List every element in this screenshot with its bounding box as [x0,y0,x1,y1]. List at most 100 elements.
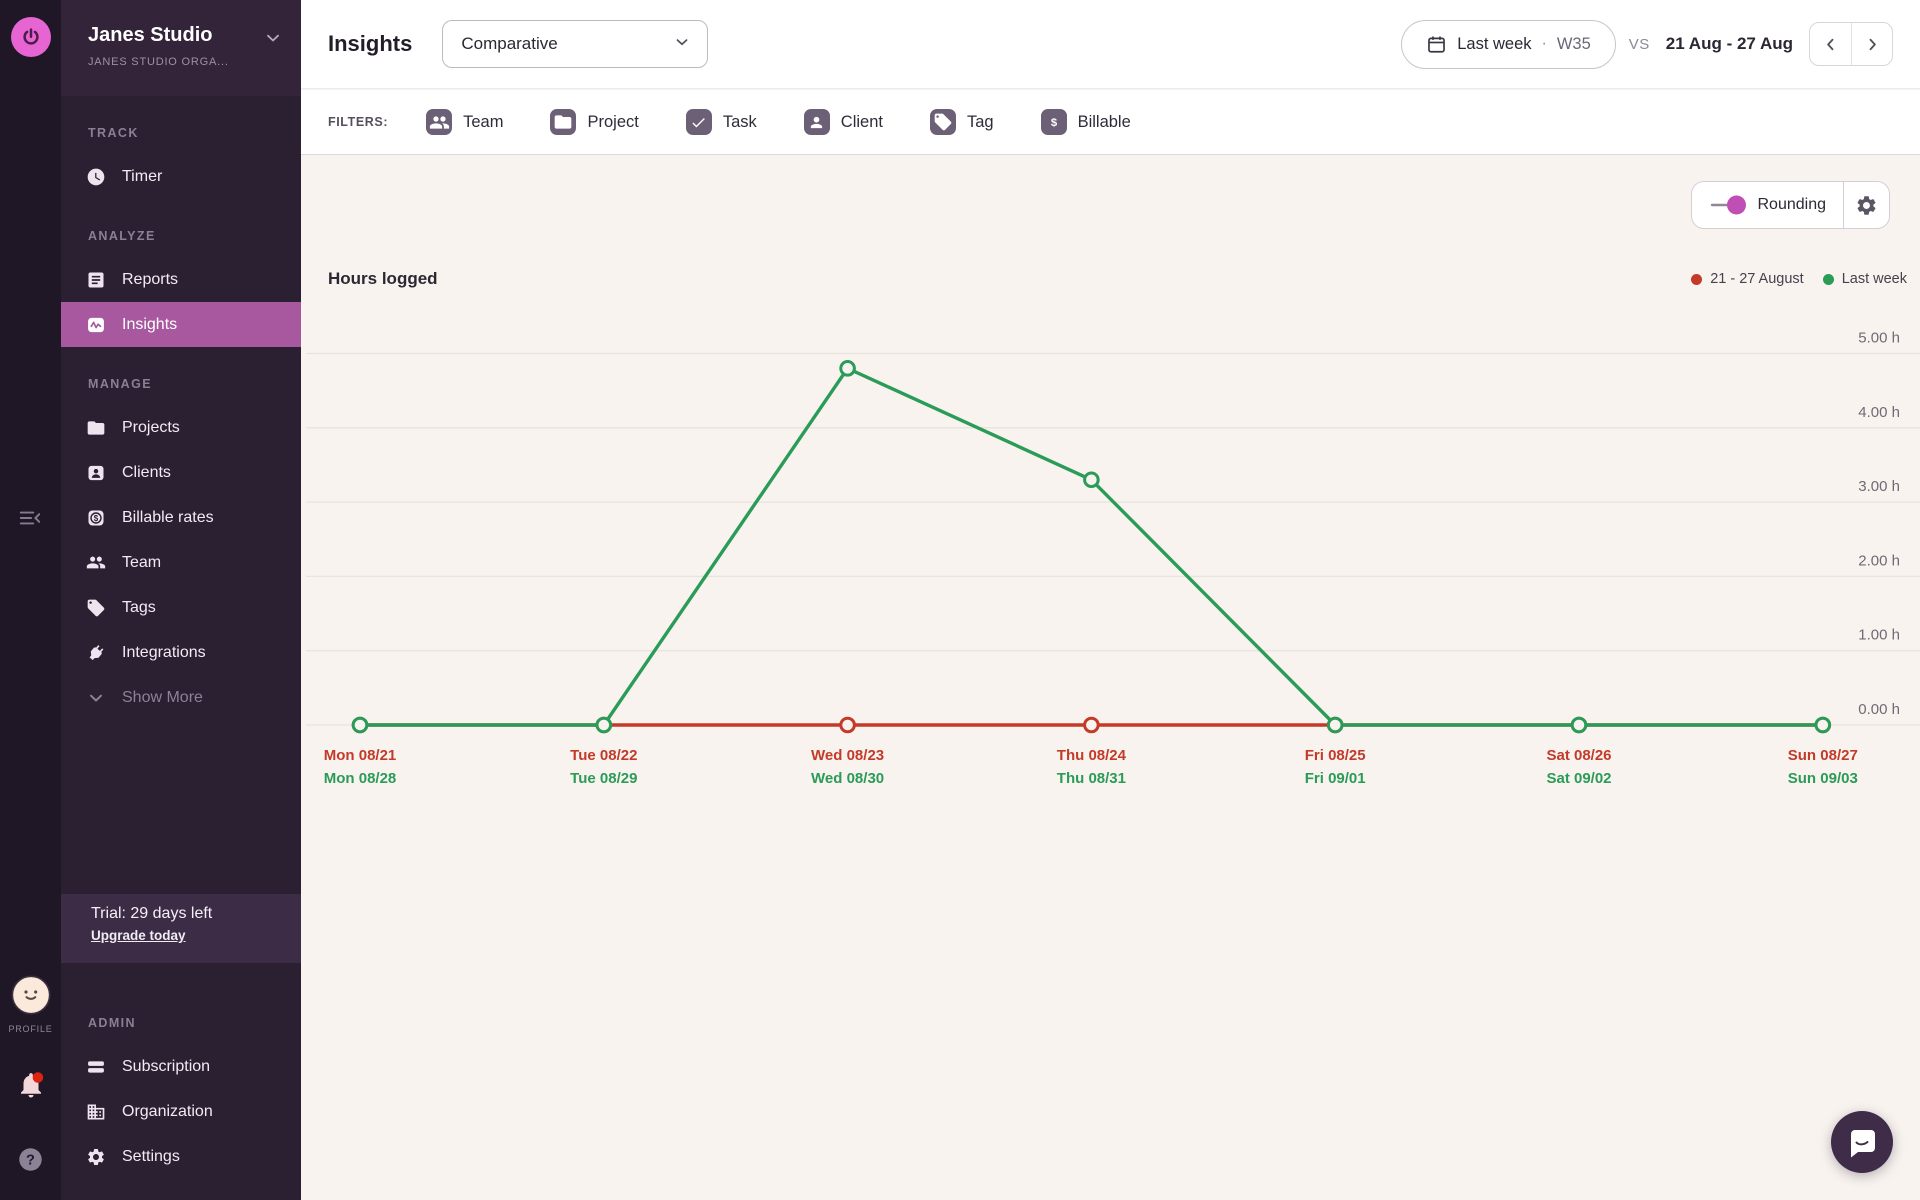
sidebar-item-timer[interactable]: Timer [61,154,301,199]
insights-icon [86,315,106,335]
sidebar-item-label: Billable rates [122,508,214,526]
team-icon [86,553,106,573]
view-type-select[interactable]: Comparative [442,20,709,68]
sidebar-bottom: Trial: 29 days left Upgrade today ADMIN S… [61,894,301,1179]
previous-period-button[interactable] [1810,23,1851,65]
svg-text:3.00 h: 3.00 h [1858,478,1900,495]
filters-label: FILTERS: [328,115,389,129]
billable-icon: $ [86,508,106,528]
notifications-bell-icon[interactable] [16,1070,46,1100]
sidebar-section-label: ADMIN [88,1016,136,1030]
sidebar-item-team[interactable]: Team [61,540,301,585]
admin-section: ADMIN Subscription Organization Settings [61,1016,301,1179]
svg-text:Thu 08/24: Thu 08/24 [1057,747,1127,764]
sidebar-item-tags[interactable]: Tags [61,585,301,630]
check-icon [685,109,712,135]
period-nav [1809,22,1893,66]
dollar-icon: $ [1040,109,1067,135]
sidebar-item-label: Insights [122,315,178,333]
sidebar-item-label: Reports [122,270,179,288]
filter-tag[interactable]: Tag [929,109,994,135]
workspace-name: Janes Studio [88,24,213,46]
sidebar-section-label: MANAGE [88,377,152,391]
sidebar-item-label: Subscription [122,1057,211,1075]
legend-label: 21 - 27 August [1710,271,1804,287]
filter-team[interactable]: Team [426,109,503,135]
filter-chips: Team Project Task Client Tag $ Billable [426,109,1131,135]
chevron-down-icon [86,688,106,708]
plug-icon [86,643,106,663]
svg-text:5.00 h: 5.00 h [1858,330,1900,347]
compare-range: 21 Aug - 27 Aug [1665,34,1793,53]
vs-label: VS [1628,35,1650,53]
organization-icon [86,1102,106,1122]
filter-bar: FILTERS: Team Project Task Client Tag $ Billab… [301,90,1920,155]
sidebar-item-integrations[interactable]: Integrations [61,630,301,675]
sidebar-item-projects[interactable]: Projects [61,405,301,450]
filter-billable[interactable]: $ Billable [1040,109,1131,135]
sidebar-item-label: Timer [122,167,163,185]
toggle-on-icon [1709,194,1747,216]
credit-card-icon [86,1057,106,1077]
chart-legend: 21 - 27 August Last week [1691,271,1907,287]
page-title: Insights [328,31,413,56]
team-icon [426,109,453,135]
sidebar-item-settings[interactable]: Settings [61,1134,301,1179]
topbar-right: Last week · W35 VS 21 Aug - 27 Aug [1401,19,1893,69]
legend-dot-icon [1822,273,1834,285]
sidebar-item-clients[interactable]: Clients [61,450,301,495]
filter-label: Task [722,112,757,131]
filter-label: Billable [1077,112,1131,131]
chat-button[interactable] [1831,1111,1893,1173]
legend-item-last-week: Last week [1822,271,1907,287]
sidebar-item-label: Clients [122,463,171,481]
svg-text:Wed 08/30: Wed 08/30 [811,770,884,787]
upgrade-link[interactable]: Upgrade today [91,928,186,943]
collapse-sidebar-icon[interactable] [13,501,47,535]
sidebar-item-billable-rates[interactable]: $ Billable rates [61,495,301,540]
period-separator: · [1541,35,1547,52]
sidebar-item-reports[interactable]: Reports [61,257,301,302]
app-logo-power-icon[interactable] [11,17,51,57]
help-icon[interactable]: ? [17,1146,44,1173]
profile-avatar[interactable] [11,975,51,1015]
svg-text:Tue 08/22: Tue 08/22 [570,747,637,764]
sidebar-item-insights[interactable]: Insights [61,302,301,347]
sidebar-item-show-more[interactable]: Show More [61,675,301,720]
sidebar-section-label: ANALYZE [88,229,156,243]
sidebar-item-label: Team [122,553,162,571]
clock-icon [86,167,106,187]
sidebar-item-subscription[interactable]: Subscription [61,1044,301,1089]
sidebar-item-organization[interactable]: Organization [61,1089,301,1134]
chevron-down-icon [263,28,283,48]
icon-rail: PROFILE ? [0,0,61,1200]
svg-text:0.00 h: 0.00 h [1858,701,1900,718]
next-period-button[interactable] [1851,23,1892,65]
hours-logged-chart: 0.00 h 1.00 h 2.00 h 3.00 h 4.00 h 5.00 h Mon … [306,330,1920,787]
filter-label: Team [463,112,504,131]
svg-text:Fri 09/01: Fri 09/01 [1305,770,1366,787]
filter-task[interactable]: Task [685,109,757,135]
folder-icon [550,109,577,135]
rounding-control: Rounding [1690,181,1890,229]
sidebar: Janes Studio JANES STUDIO ORGA... TRACK T… [61,0,301,1200]
sidebar-item-label: Tags [122,598,156,616]
rounding-toggle[interactable]: Rounding [1692,182,1844,228]
sidebar-item-label: Show More [122,688,203,706]
rounding-settings-gear-icon[interactable] [1843,182,1889,228]
person-icon [803,109,830,135]
legend-dot-icon [1691,273,1703,285]
sidebar-item-label: Settings [122,1147,180,1165]
period-selector-button[interactable]: Last week · W35 [1401,19,1616,69]
filter-client[interactable]: Client [803,109,883,135]
sidebar-section-label: TRACK [88,126,139,140]
view-select-value: Comparative [461,34,558,53]
profile-label: PROFILE [8,1024,53,1034]
svg-text:Wed 08/23: Wed 08/23 [811,747,884,764]
legend-label: Last week [1841,271,1907,287]
chart-panel: 0.00 h 1.00 h 2.00 h 3.00 h 4.00 h 5.00 h Mon … [301,155,1920,1200]
filter-project[interactable]: Project [550,109,639,135]
sidebar-item-label: Organization [122,1102,213,1120]
workspace-switcher[interactable]: Janes Studio JANES STUDIO ORGA... [61,0,301,96]
folder-icon [86,418,106,438]
